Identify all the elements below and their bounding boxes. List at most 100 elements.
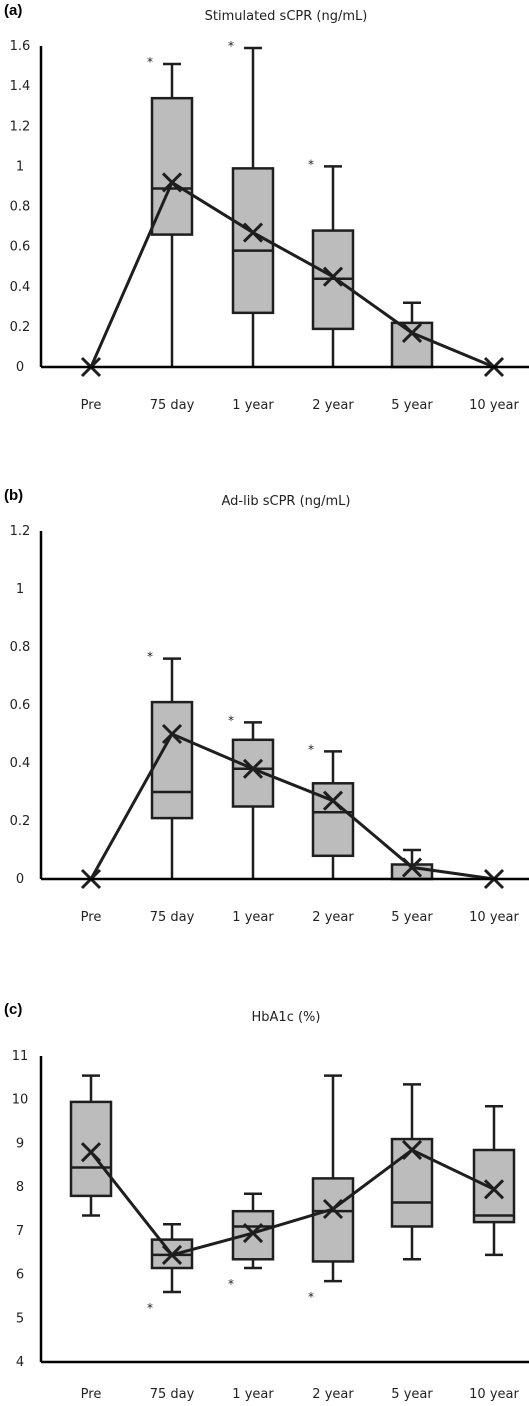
y-tick-label: 1.6 xyxy=(10,39,31,54)
x-category-label: Pre xyxy=(81,910,102,925)
mean-marker xyxy=(161,1244,183,1265)
chart-title: Ad-lib sCPR (ng/mL) xyxy=(222,494,351,509)
y-tick-label: 8 xyxy=(16,1180,24,1195)
chart-panel: (a) Stimulated sCPR (ng/mL) 0 0.2 0.4 0.6 0.8 1… xyxy=(4,2,529,413)
x-category-label: 5 year xyxy=(391,1387,433,1402)
panel-label: (c) xyxy=(4,1001,22,1018)
mean-marker-stroke xyxy=(322,1198,344,1220)
x-category-label: 10 year xyxy=(469,398,519,413)
y-tick-label: 0.8 xyxy=(10,200,31,215)
mean-marker-stroke xyxy=(322,790,344,811)
y-tick-label: 0.6 xyxy=(10,698,31,713)
mean-marker-stroke xyxy=(401,857,423,878)
mean-marker xyxy=(242,758,264,779)
y-tick-label: 7 xyxy=(16,1224,24,1239)
box-iqr xyxy=(390,321,434,369)
mean-marker-stroke xyxy=(401,322,423,343)
chart-title: Stimulated sCPR (ng/mL) xyxy=(205,9,368,24)
box-iqr xyxy=(472,1148,516,1224)
mean-marker xyxy=(80,1142,102,1163)
y-tick-label: 1.2 xyxy=(10,524,31,539)
x-category-label: 10 year xyxy=(469,1387,519,1402)
box-iqr xyxy=(69,1100,113,1198)
x-category-label: Pre xyxy=(81,1387,102,1402)
box-10-year xyxy=(472,1105,516,1257)
mean-marker-stroke xyxy=(161,723,183,745)
x-category-label: Pre xyxy=(81,398,102,413)
mean-marker xyxy=(322,1198,344,1220)
mean-marker-stroke xyxy=(322,266,344,287)
mean-marker-stroke xyxy=(161,172,183,193)
mean-marker-stroke xyxy=(401,1139,423,1161)
significance-star: * xyxy=(228,39,234,53)
y-tick-label: 10 xyxy=(12,1093,29,1108)
mean-marker xyxy=(242,1222,264,1244)
x-category-label: 2 year xyxy=(312,910,354,925)
significance-star: * xyxy=(228,1277,234,1291)
mean-trend-line xyxy=(89,180,495,369)
y-tick-label: 1 xyxy=(16,159,24,174)
mean-marker xyxy=(322,790,344,811)
box-pre xyxy=(69,1074,113,1217)
significance-star: * xyxy=(147,55,153,69)
chart-panel: (b) Ad-lib sCPR (ng/mL) 0 0.2 0.4 0.6 0.8 1 1.2 *… xyxy=(4,487,529,925)
box-iqr xyxy=(311,1177,355,1263)
significance-star: * xyxy=(308,742,314,756)
y-tick-label: 0 xyxy=(16,872,24,887)
y-tick-label: 1.2 xyxy=(10,119,31,134)
box-iqr xyxy=(231,1209,275,1261)
box-75-day: * xyxy=(147,55,194,367)
y-tick-label: 4 xyxy=(16,1355,24,1370)
x-category-label: 5 year xyxy=(391,910,433,925)
y-tick-label: 0.2 xyxy=(10,320,31,335)
mean-marker-stroke xyxy=(242,222,264,243)
y-tick-label: 9 xyxy=(16,1136,24,1151)
box-1-year: * xyxy=(228,1192,275,1291)
x-category-label: 75 day xyxy=(150,398,195,413)
significance-star: * xyxy=(228,713,234,727)
significance-star: * xyxy=(308,157,314,171)
box-iqr xyxy=(150,96,194,236)
mean-trend-line xyxy=(89,1148,495,1257)
significance-star: * xyxy=(308,1290,314,1304)
mean-marker xyxy=(161,723,183,745)
mean-trend-line xyxy=(89,732,495,881)
chart-panel: (c) HbA1c (%) 4 5 6 7 8 9 10 11 * * * Pre 75 day 1 year… xyxy=(4,1001,529,1402)
mean-marker-stroke xyxy=(483,1179,505,1200)
y-tick-label: 5 xyxy=(16,1311,24,1326)
y-tick-label: 1 xyxy=(16,582,24,597)
chart-title: HbA1c (%) xyxy=(252,1010,321,1025)
mean-marker xyxy=(401,322,423,343)
mean-marker xyxy=(401,1139,423,1161)
y-tick-label: 11 xyxy=(12,1049,29,1064)
y-tick-label: 0 xyxy=(16,360,24,375)
panel-label: (a) xyxy=(4,2,22,19)
panel-label: (b) xyxy=(4,487,23,504)
mean-marker-stroke xyxy=(242,758,264,779)
significance-star: * xyxy=(147,1301,153,1315)
y-tick-label: 0.2 xyxy=(10,814,31,829)
mean-marker xyxy=(161,172,183,193)
box-iqr xyxy=(390,1137,434,1228)
mean-marker xyxy=(483,1179,505,1200)
significance-star: * xyxy=(147,650,153,664)
y-tick-label: 6 xyxy=(16,1268,24,1283)
x-category-label: 10 year xyxy=(469,910,519,925)
x-category-label: 2 year xyxy=(312,398,354,413)
mean-marker xyxy=(242,222,264,243)
box-5-year xyxy=(390,301,434,369)
box-75-day: * xyxy=(147,1223,194,1315)
x-category-label: 1 year xyxy=(232,1387,274,1402)
mean-marker-stroke xyxy=(80,1142,102,1163)
mean-marker xyxy=(401,857,423,878)
box-2-year: * xyxy=(308,1074,355,1304)
x-category-label: 1 year xyxy=(232,398,274,413)
y-tick-label: 0.4 xyxy=(10,280,31,295)
box-1-year: * xyxy=(228,39,275,367)
x-category-label: 75 day xyxy=(150,910,195,925)
x-category-label: 75 day xyxy=(150,1387,195,1402)
x-category-label: 2 year xyxy=(312,1387,354,1402)
mean-marker-stroke xyxy=(242,1222,264,1244)
y-tick-label: 1.4 xyxy=(10,79,31,94)
